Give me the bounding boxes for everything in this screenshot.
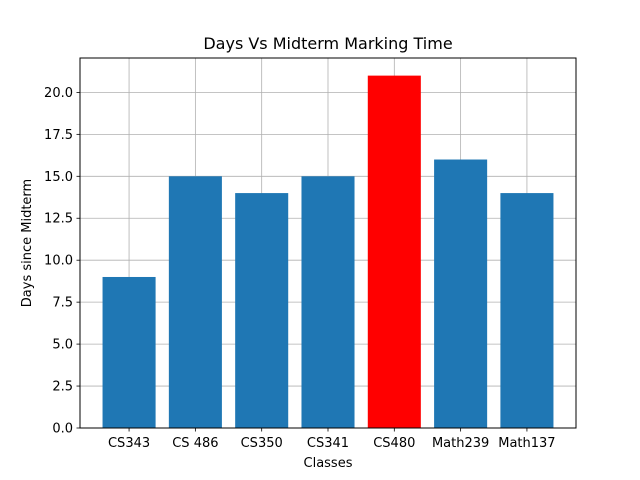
y-tick-label: 12.5 (44, 212, 73, 227)
bar-cs480 (367, 75, 421, 428)
x-tick-label: CS350 (241, 436, 283, 451)
bar-cs341 (301, 176, 355, 428)
y-tick-label: 7.5 (52, 296, 73, 311)
x-axis-label: Classes (304, 456, 353, 471)
x-tick-label: CS341 (307, 436, 349, 451)
bar-cs486 (168, 176, 222, 428)
y-axis-label: Days since Midterm (20, 179, 35, 307)
x-tick-label: CS480 (373, 436, 415, 451)
ticks: 0.0 2.5 5.0 7.5 10.0 12.5 15.0 17.5 20.0 CS343 CS … (44, 86, 556, 451)
y-tick-label: 10.0 (44, 254, 73, 269)
x-tick-label: Math239 (432, 436, 489, 451)
y-tick-label: 2.5 (52, 380, 73, 395)
y-tick-label: 20.0 (44, 86, 73, 101)
x-tick-label: Math137 (498, 436, 555, 451)
bar-cs343 (102, 276, 156, 428)
bar-math137 (500, 193, 554, 428)
bar-cs350 (235, 193, 289, 428)
bars (102, 75, 554, 428)
y-tick-label: 17.5 (44, 128, 73, 143)
y-tick-label: 0.0 (52, 422, 73, 437)
y-tick-label: 15.0 (44, 170, 73, 185)
x-tick-label: CS343 (108, 436, 150, 451)
bar-math239 (434, 159, 488, 428)
x-tick-label: CS 486 (172, 436, 218, 451)
chart-title: Days Vs Midterm Marking Time (203, 34, 452, 53)
y-tick-label: 5.0 (52, 338, 73, 353)
